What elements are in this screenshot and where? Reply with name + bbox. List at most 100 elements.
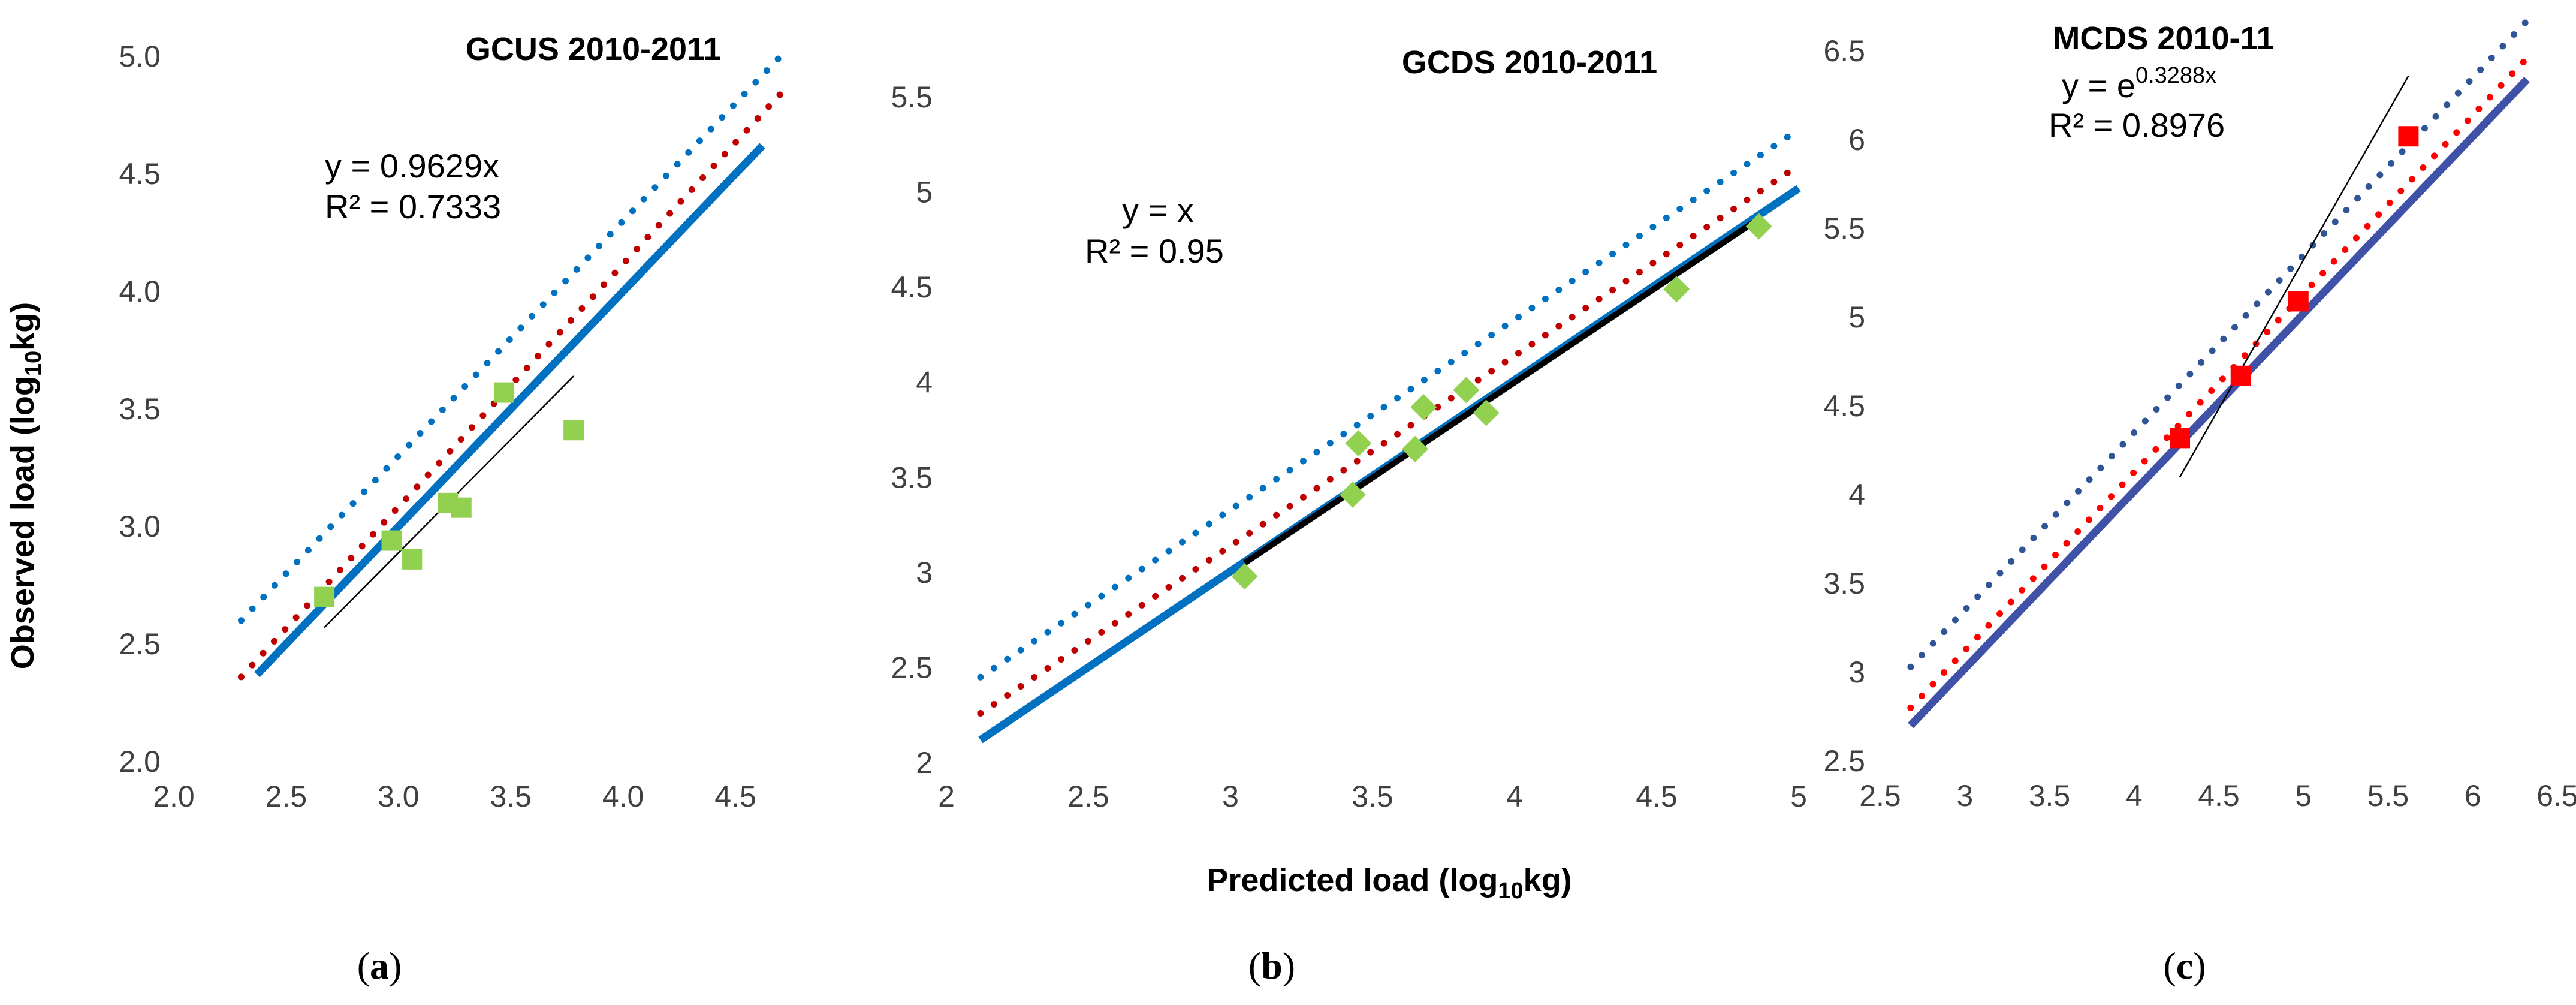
data-point: [1453, 377, 1480, 404]
data-point: [2230, 365, 2251, 386]
data-point: [1231, 563, 1258, 590]
x-tick-label: 4.5: [2198, 779, 2240, 813]
y-tick-label: 2.5: [1823, 744, 1865, 778]
equation-c: y = e0.3288x: [2062, 63, 2216, 104]
y-tick-label: 2.5: [119, 627, 161, 661]
chart-title-b: GCDS 2010-2011: [1402, 44, 1657, 80]
x-tick-label: 4: [2126, 779, 2143, 813]
equation-a: y = 0.9629x: [325, 147, 499, 185]
x-tick-label: 2.5: [1067, 780, 1109, 813]
series-line-dotted: [237, 91, 784, 681]
marks-b: [977, 126, 1802, 744]
y-ticks-c: 2.5 3 3.5 4 4.5 5 5.5 6 6.5: [1823, 34, 1865, 778]
chart-title-a: GCUS 2010-2011: [466, 31, 721, 67]
y-ticks-b: 2 2.5 3 3.5 4 4.5 5 5.5: [891, 80, 933, 780]
x-ticks-a: 2.0 2.5 3.0 3.5 4.0 4.5: [153, 780, 756, 813]
y-tick-label: 4.5: [1823, 389, 1865, 423]
y-tick-label: 3.0: [119, 510, 161, 543]
y-tick-label: 3.5: [119, 392, 161, 426]
x-ticks-b: 2 2.5 3 3.5 4 4.5 5: [938, 780, 1807, 813]
data-point: [1402, 435, 1429, 462]
data-point: [1663, 276, 1690, 303]
data-point: [2288, 291, 2309, 312]
series-line-dotted: [977, 162, 1802, 717]
x-tick-label: 2.0: [153, 780, 195, 813]
data-point: [1473, 399, 1500, 426]
x-tick-label: 3: [1956, 779, 1973, 813]
x-tick-label: 2.5: [1859, 779, 1901, 813]
x-tick-label: 2.5: [266, 780, 307, 813]
data-point: [1345, 430, 1372, 457]
y-tick-label: 5.5: [891, 80, 933, 114]
x-tick-label: 5: [1790, 780, 1807, 813]
series-line-solid: [1908, 77, 2530, 729]
y-tick-label: 5.0: [119, 40, 161, 73]
series-line-dotted: [977, 126, 1802, 681]
data-point: [1745, 213, 1772, 240]
panel-label-b: (b): [1248, 944, 1295, 987]
x-tick-label: 3.0: [378, 780, 420, 813]
marks-c: [1907, 17, 2530, 729]
data-point: [451, 497, 472, 518]
panel-label-c: (c): [2163, 944, 2206, 987]
y-tick-label: 3: [916, 556, 933, 589]
x-tick-label: 3.5: [1352, 780, 1393, 813]
chart-panel-c: MCDS 2010-11 y = e0.3288x R² = 0.8976 2.…: [1823, 17, 2576, 987]
y-tick-label: 3: [1848, 655, 1865, 689]
series-line-dotted: [1907, 55, 2530, 711]
data-point: [2398, 126, 2419, 147]
series-line-dotted: [1907, 17, 2530, 670]
y-tick-label: 4.5: [891, 270, 933, 304]
r-squared-a: R² = 0.7333: [325, 188, 501, 225]
series-line-dotted: [237, 53, 784, 624]
y-tick-label: 2.5: [891, 651, 933, 684]
y-tick-label: 2.0: [119, 745, 161, 778]
data-point: [563, 420, 584, 441]
chart-title-c: MCDS 2010-11: [2053, 20, 2274, 56]
data-point: [1410, 393, 1437, 420]
x-tick-label: 3.5: [2029, 779, 2071, 813]
x-tick-label: 4.5: [714, 780, 756, 813]
r-squared-c: R² = 0.8976: [2049, 106, 2225, 144]
marks-a: [237, 53, 784, 681]
y-tick-label: 3.5: [1823, 567, 1865, 600]
x-tick-label: 4.5: [1636, 780, 1678, 813]
equation-b: y = x: [1122, 191, 1194, 229]
r-squared-b: R² = 0.95: [1085, 232, 1224, 270]
data-point: [2170, 428, 2191, 449]
x-tick-label: 3.5: [490, 780, 532, 813]
y-tick-label: 2: [916, 746, 933, 780]
data-point: [402, 549, 423, 570]
y-axis-label: Observed load (log10kg): [5, 302, 46, 669]
x-tick-label: 4.0: [602, 780, 644, 813]
data-point: [314, 586, 335, 607]
x-tick-label: 3: [1222, 780, 1239, 813]
series-line-solid: [254, 143, 765, 678]
data-point: [493, 382, 514, 403]
y-tick-label: 6: [1848, 123, 1865, 157]
y-ticks-a: 2.0 2.5 3.0 3.5 4.0 4.5 5.0: [119, 40, 161, 778]
y-tick-label: 4: [916, 366, 933, 399]
chart-panel-a: GCUS 2010-2011 Observed load (log10kg) y…: [5, 31, 784, 987]
y-tick-label: 3.5: [891, 461, 933, 494]
x-tick-label: 2: [938, 780, 955, 813]
data-point: [381, 530, 402, 551]
y-tick-label: 4.0: [119, 275, 161, 308]
equation-c-exp: 0.3288x: [2135, 63, 2216, 88]
x-tick-label: 5.5: [2367, 779, 2409, 813]
equation-c-base: y = e: [2062, 67, 2135, 104]
x-axis-label: Predicted load (log10kg): [1206, 862, 1571, 904]
data-point: [1339, 481, 1366, 508]
regression-line: [2179, 76, 2409, 478]
y-tick-label: 4.5: [119, 157, 161, 191]
y-tick-label: 6.5: [1823, 34, 1865, 68]
x-ticks-c: 2.5 3 3.5 4 4.5 5 5.5 6 6.5: [1859, 779, 2576, 813]
x-tick-label: 5: [2295, 779, 2312, 813]
x-tick-label: 6.5: [2536, 779, 2576, 813]
chart-panel-b: GCDS 2010-2011 y = x R² = 0.95 2 2.5 3 3.5 4…: [891, 44, 1806, 987]
regression-line: [1242, 216, 1761, 566]
y-tick-label: 4: [1848, 478, 1865, 511]
x-tick-label: 4: [1506, 780, 1523, 813]
panel-label-a: (a): [357, 944, 402, 987]
